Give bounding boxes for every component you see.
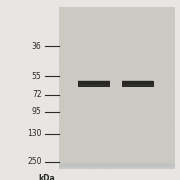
Bar [59, 163, 175, 167]
Text: 36: 36 [32, 42, 42, 51]
Bar [59, 165, 175, 168]
Bar [59, 166, 175, 169]
Bar [59, 165, 175, 168]
Bar [59, 165, 175, 168]
Bar [59, 163, 175, 166]
Bar [59, 163, 175, 166]
Bar [59, 164, 175, 168]
Text: 250: 250 [27, 157, 42, 166]
Bar [59, 164, 175, 167]
Bar [59, 166, 175, 169]
Bar [59, 166, 175, 169]
Bar [59, 164, 175, 167]
Bar [59, 164, 175, 167]
Bar [59, 165, 175, 168]
Bar [59, 164, 175, 168]
Text: 2: 2 [135, 0, 141, 1]
Bar [59, 165, 175, 168]
Bar [59, 163, 175, 166]
Bar [59, 164, 175, 167]
Bar [59, 166, 175, 169]
Bar [59, 165, 175, 168]
Bar [59, 165, 175, 168]
Bar [59, 163, 175, 166]
Text: 55: 55 [32, 72, 42, 81]
Bar [59, 164, 175, 167]
Bar [59, 163, 175, 166]
Bar [59, 165, 175, 168]
Bar [59, 163, 175, 167]
Bar [59, 165, 175, 168]
Bar [59, 163, 175, 166]
Bar [59, 163, 175, 166]
Bar [122, 80, 153, 84]
Text: 130: 130 [27, 129, 42, 138]
Bar [59, 163, 175, 167]
Bar [59, 165, 175, 168]
Bar [59, 164, 175, 167]
Bar [59, 164, 175, 167]
Bar [59, 165, 175, 168]
Bar [59, 165, 175, 168]
Bar [59, 166, 175, 169]
Bar [59, 163, 175, 166]
Bar [59, 164, 175, 167]
Bar [59, 164, 175, 167]
Text: 72: 72 [32, 90, 42, 99]
Text: 95: 95 [32, 107, 42, 116]
Bar [59, 163, 175, 166]
Bar [59, 165, 175, 169]
Text: kDa: kDa [38, 174, 55, 180]
Bar [59, 164, 175, 167]
Bar [59, 164, 175, 167]
Text: 1: 1 [91, 0, 97, 1]
Bar [78, 80, 109, 84]
Bar [59, 166, 175, 169]
Bar [59, 165, 175, 169]
Bar [59, 165, 175, 168]
Bar [59, 164, 175, 168]
Bar [59, 165, 175, 169]
Bar [122, 81, 154, 87]
Bar [59, 166, 175, 169]
FancyBboxPatch shape [59, 7, 175, 169]
Bar [78, 81, 110, 87]
Bar [59, 165, 175, 168]
